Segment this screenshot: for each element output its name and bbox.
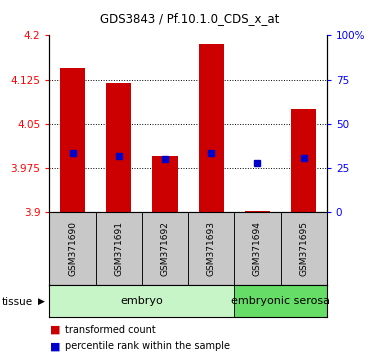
- Bar: [291, 109, 317, 212]
- Text: percentile rank within the sample: percentile rank within the sample: [65, 341, 230, 351]
- Text: GSM371692: GSM371692: [160, 221, 169, 276]
- Text: GSM371691: GSM371691: [114, 221, 123, 276]
- Bar: [198, 44, 224, 212]
- Text: ■: ■: [50, 341, 60, 351]
- Text: transformed count: transformed count: [65, 325, 155, 335]
- Text: GSM371693: GSM371693: [207, 221, 216, 276]
- Bar: [245, 211, 270, 212]
- Text: GSM371694: GSM371694: [253, 221, 262, 276]
- Text: ▶: ▶: [38, 297, 44, 306]
- Text: ■: ■: [50, 325, 60, 335]
- Text: GSM371690: GSM371690: [68, 221, 77, 276]
- Bar: [60, 68, 85, 212]
- Bar: [49, 285, 234, 317]
- Text: embryonic serosa: embryonic serosa: [231, 296, 330, 306]
- Bar: [234, 212, 280, 285]
- Text: GDS3843 / Pf.10.1.0_CDS_x_at: GDS3843 / Pf.10.1.0_CDS_x_at: [100, 12, 280, 25]
- Bar: [96, 212, 142, 285]
- Text: embryo: embryo: [120, 296, 163, 306]
- Text: GSM371695: GSM371695: [299, 221, 308, 276]
- Text: tissue: tissue: [2, 297, 33, 307]
- Bar: [280, 212, 327, 285]
- Bar: [188, 212, 234, 285]
- Bar: [49, 212, 96, 285]
- Bar: [152, 156, 178, 212]
- Bar: [234, 285, 327, 317]
- Bar: [142, 212, 188, 285]
- Bar: [106, 82, 131, 212]
